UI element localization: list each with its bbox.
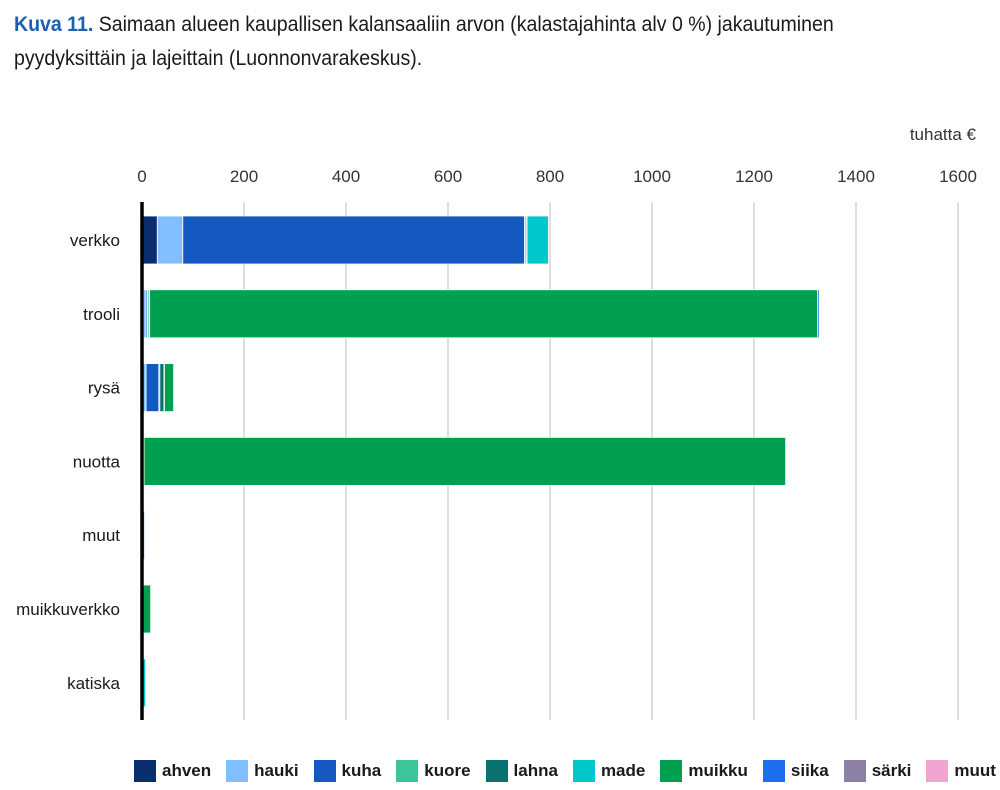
legend-label: särki <box>871 761 912 780</box>
legend-swatch <box>660 760 683 782</box>
legend-item: kuore <box>396 760 471 782</box>
chart-title: Kuva 11. Saimaan alueen kaupallisen kala… <box>14 8 916 76</box>
bar-segment <box>145 363 160 413</box>
bar-segment <box>164 363 175 413</box>
legend-label: kuore <box>424 761 471 780</box>
legend-label: kuha <box>341 761 382 780</box>
legend-swatch <box>762 760 785 782</box>
legend-label: siika <box>790 761 829 780</box>
legend-swatch <box>843 760 866 782</box>
legend-item: siika <box>762 760 829 782</box>
x-tick-label: 1200 <box>735 167 773 186</box>
bar-segment <box>149 289 819 339</box>
legend-item: muikku <box>660 760 748 782</box>
category-label: muikkuverkko <box>16 600 120 619</box>
legend-label: made <box>600 761 646 780</box>
legend-item: ahven <box>134 760 211 782</box>
x-axis-ticks: 0 200 400 600 800 1000 1200 1400 1600 <box>137 167 977 186</box>
bar-segment <box>159 363 165 413</box>
x-tick-label: 0 <box>137 167 146 186</box>
legend-swatch <box>313 760 336 782</box>
legend-label: ahven <box>162 761 212 780</box>
category-label: katiska <box>67 674 120 693</box>
legend-label: lahna <box>513 761 558 780</box>
bar-segment <box>817 289 820 339</box>
category-label: muut <box>82 526 120 545</box>
x-tick-label: 1600 <box>939 167 977 186</box>
legend-item: lahna <box>485 760 558 782</box>
x-tick-label: 200 <box>230 167 258 186</box>
bar-segment <box>143 436 787 486</box>
figure-number: Kuva 11. <box>14 13 94 36</box>
legend-item: särki <box>843 760 912 782</box>
legend-swatch <box>926 760 949 782</box>
legend-item: kuha <box>313 760 382 782</box>
x-tick-label: 800 <box>536 167 564 186</box>
legend-swatch <box>226 760 249 782</box>
legend-swatch <box>396 760 419 782</box>
bars <box>141 215 820 708</box>
unit-label: tuhatta € <box>910 125 977 144</box>
bar-segment <box>526 215 549 265</box>
legend-item: hauki <box>226 760 299 782</box>
bar-segment <box>182 215 525 265</box>
legend-label: hauki <box>254 761 299 780</box>
bar-chart: 0 200 400 600 800 1000 1200 1400 1600 verkko troo… <box>16 125 977 720</box>
legend-label: muikku <box>688 761 748 780</box>
bar-segment <box>141 215 158 265</box>
legend-item: muut <box>926 760 996 782</box>
x-tick-label: 1400 <box>837 167 875 186</box>
x-tick-label: 1000 <box>633 167 671 186</box>
legend-swatch <box>572 760 595 782</box>
title-text: Saimaan alueen kaupallisen kalansaaliin … <box>14 13 834 70</box>
legend-swatch <box>485 760 508 782</box>
x-tick-label: 600 <box>434 167 462 186</box>
legend: ahven hauki kuha kuore lahna made muikku siika s… <box>134 758 1000 784</box>
category-label: nuotta <box>73 452 121 471</box>
category-label: rysä <box>88 379 121 398</box>
category-label: verkko <box>70 231 120 250</box>
bar-segment <box>156 215 184 265</box>
legend-swatch <box>134 760 156 782</box>
legend-item: made <box>572 760 646 782</box>
category-label: trooli <box>83 305 120 324</box>
y-axis-labels: verkko trooli rysä nuotta muut muikkuverkko ka… <box>16 231 120 693</box>
x-tick-label: 400 <box>332 167 360 186</box>
legend-label: muut <box>954 761 996 780</box>
